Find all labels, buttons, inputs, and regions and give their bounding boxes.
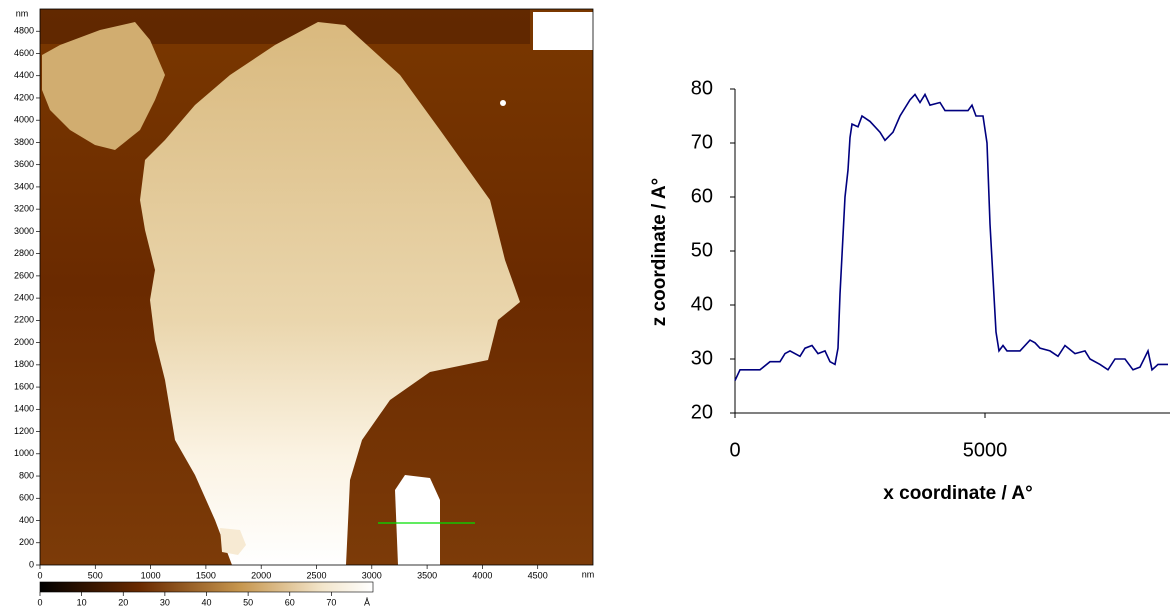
x-axis-label: x coordinate / A° (883, 483, 1032, 504)
colorbar (39, 581, 374, 593)
y-unit: nm (16, 8, 29, 18)
colorbar-unit: Å (364, 597, 370, 607)
y-tick-label: 1000 (14, 448, 34, 458)
y-tick-label: 3600 (14, 159, 34, 169)
y-tick-label: 3800 (14, 137, 34, 147)
y-axis-label: z coordinate / A° (649, 178, 670, 326)
x-tick-label: 5000 (963, 439, 1008, 461)
island (140, 22, 520, 565)
x-tick-label: 1500 (196, 570, 216, 580)
island (533, 12, 595, 50)
y-tick-label: 4800 (14, 26, 34, 36)
colorbar-tick-label: 20 (118, 597, 128, 607)
colorbar-tick-label: 10 (77, 597, 87, 607)
y-tick-label: 600 (19, 493, 34, 503)
island (42, 22, 165, 150)
island (395, 475, 440, 565)
y-tick-label: 0 (29, 559, 34, 569)
y-tick-label: 70 (691, 131, 713, 153)
y-tick-label: 60 (691, 185, 713, 207)
y-tick-label: 2600 (14, 270, 34, 280)
colorbar-tick-label: 60 (285, 597, 295, 607)
x-tick-label: 500 (88, 570, 103, 580)
x-tick-label: 1000 (141, 570, 161, 580)
colorbar-tick-label: 70 (326, 597, 336, 607)
y-tick-label: 3000 (14, 226, 34, 236)
colorbar-tick-label: 30 (160, 597, 170, 607)
y-tick-label: 2200 (14, 315, 34, 325)
y-tick-label: 2400 (14, 292, 34, 302)
afm-image (39, 8, 595, 566)
y-tick-label: 30 (691, 347, 713, 369)
y-tick-label: 1600 (14, 381, 34, 391)
data-line (734, 92, 1168, 381)
island (220, 528, 246, 555)
y-tick-label: 20 (691, 401, 713, 423)
x-tick-label: 4000 (472, 570, 492, 580)
x-tick-label: 2500 (306, 570, 326, 580)
y-tick-label: 4000 (14, 115, 34, 125)
colorbar-tick-label: 50 (243, 597, 253, 607)
y-tick-label: 2000 (14, 337, 34, 347)
colorbar-tick-label: 40 (201, 597, 211, 607)
x-unit: nm (582, 569, 595, 579)
y-tick-label: 4400 (14, 70, 34, 80)
y-tick-label: 4600 (14, 48, 34, 58)
x-tick-label: 2000 (251, 570, 271, 580)
x-tick-label: 0 (37, 570, 42, 580)
y-tick-label: 1200 (14, 426, 34, 436)
x-tick-label: 4500 (528, 570, 548, 580)
x-tick-label: 3500 (417, 570, 437, 580)
y-tick-label: 2800 (14, 248, 34, 258)
y-tick-label: 400 (19, 515, 34, 525)
x-tick-label: 3000 (362, 570, 382, 580)
y-tick-label: 50 (691, 239, 713, 261)
y-tick-label: 1400 (14, 404, 34, 414)
y-tick-label: 3200 (14, 204, 34, 214)
y-tick-label: 200 (19, 537, 34, 547)
x-tick-label: 0 (729, 439, 740, 461)
y-tick-label: 1800 (14, 359, 34, 369)
y-tick-label: 80 (691, 77, 713, 99)
y-tick-label: 4200 (14, 92, 34, 102)
y-tick-label: 40 (691, 293, 713, 315)
y-tick-label: 800 (19, 470, 34, 480)
colorbar-tick-label: 0 (37, 597, 42, 607)
y-tick-label: 3400 (14, 181, 34, 191)
particle (500, 100, 506, 106)
